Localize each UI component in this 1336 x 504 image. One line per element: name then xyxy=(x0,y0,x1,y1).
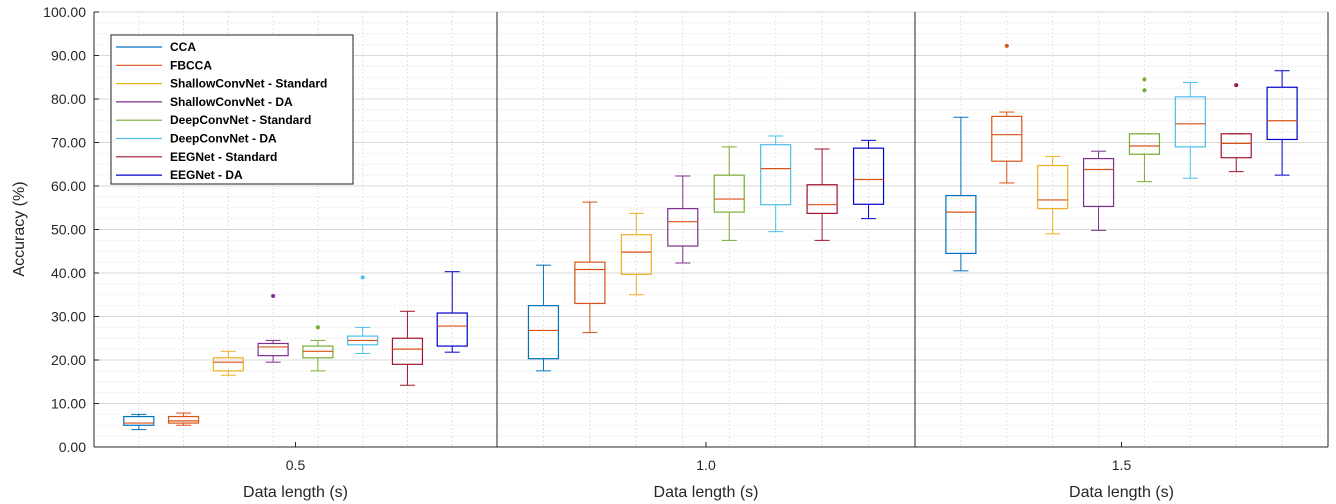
iqr-box xyxy=(991,115,1023,162)
y-tick-label: 80.00 xyxy=(51,91,86,107)
box-3-4 xyxy=(1082,150,1115,231)
label-layer: 0.5 Data length (s) 1.0 Data length (s) 1.5 D… xyxy=(43,4,1174,501)
legend-entry: ShallowConvNet - DA xyxy=(170,95,293,109)
box-2-6 xyxy=(760,135,792,233)
box-2-5 xyxy=(713,146,745,241)
box-3-8 xyxy=(1266,70,1298,176)
outlier-point xyxy=(360,275,365,280)
box-1-2 xyxy=(167,412,200,426)
box-1-1 xyxy=(123,413,155,431)
legend-entry: CCA xyxy=(170,40,196,54)
box-1-7 xyxy=(391,310,424,386)
legend-entry: EEGNet - Standard xyxy=(170,150,277,164)
iqr-box xyxy=(620,234,652,275)
iqr-box xyxy=(1174,96,1206,148)
outlier-point xyxy=(315,325,320,330)
y-tick-label: 40.00 xyxy=(51,265,86,281)
iqr-box xyxy=(713,174,745,213)
legend-entry: EEGNet - DA xyxy=(170,168,243,182)
x-axis-label: Data length (s) xyxy=(1069,484,1174,501)
y-tick-label: 20.00 xyxy=(51,352,86,368)
box-1-8 xyxy=(436,271,468,353)
box-3-6 xyxy=(1174,81,1206,179)
box-3-7 xyxy=(1220,83,1252,173)
iqr-box xyxy=(945,194,977,255)
y-tick-label: 90.00 xyxy=(51,48,86,64)
x-tick-label: 1.0 xyxy=(696,457,716,473)
outlier-point xyxy=(1234,83,1239,88)
box-1-3 xyxy=(212,350,244,376)
box-2-1 xyxy=(527,264,560,372)
y-tick-label: 30.00 xyxy=(51,309,86,325)
legend-entry: DeepConvNet - Standard xyxy=(170,113,311,127)
iqr-box xyxy=(1266,86,1298,141)
outlier-point xyxy=(1142,77,1147,82)
box-1-4 xyxy=(257,294,289,363)
iqr-box xyxy=(167,415,200,424)
y-tick-label: 50.00 xyxy=(51,222,86,238)
box-1-5 xyxy=(302,325,334,372)
outlier-point xyxy=(1142,88,1147,93)
x-tick-label: 1.5 xyxy=(1112,457,1132,473)
y-tick-label: 60.00 xyxy=(51,178,86,194)
iqr-box xyxy=(1128,133,1161,155)
y-tick-label: 70.00 xyxy=(51,135,86,151)
x-axis-label: Data length (s) xyxy=(654,484,759,501)
y-tick-label: 100.00 xyxy=(43,4,86,20)
iqr-box xyxy=(1220,133,1252,159)
iqr-box xyxy=(391,337,424,365)
iqr-box xyxy=(527,305,560,360)
iqr-box xyxy=(852,147,885,205)
box-3-3 xyxy=(1037,155,1069,235)
outlier-point xyxy=(271,294,276,299)
y-tick-label: 10.00 xyxy=(51,396,86,412)
box-2-7 xyxy=(806,148,838,241)
iqr-box xyxy=(257,342,289,357)
y-tick-label: 0.00 xyxy=(59,439,86,455)
x-axis-label: Data length (s) xyxy=(243,484,348,501)
box-2-3 xyxy=(620,212,652,296)
iqr-box xyxy=(436,312,468,347)
box-1-6 xyxy=(347,275,379,354)
box-2-8 xyxy=(852,139,885,220)
y-axis-label: Accuracy (%) xyxy=(11,181,28,276)
outlier-point xyxy=(1004,43,1009,48)
x-tick-label: 0.5 xyxy=(286,457,306,473)
box-3-5 xyxy=(1128,77,1161,183)
grid-layer xyxy=(94,11,1328,448)
legend-entry: DeepConvNet - DA xyxy=(170,132,277,146)
box-3-1 xyxy=(945,116,977,272)
box-2-4 xyxy=(667,175,699,264)
box-3-2 xyxy=(991,43,1023,184)
legend-entry: ShallowConvNet - Standard xyxy=(170,77,327,91)
box-2-2 xyxy=(574,201,606,334)
legend: CCA FBCCA ShallowConvNet - Standard Shallow… xyxy=(110,34,354,185)
legend-entry: FBCCA xyxy=(170,58,212,72)
iqr-box xyxy=(667,208,699,247)
axes-layer xyxy=(93,11,1329,448)
iqr-box xyxy=(806,184,838,215)
iqr-box xyxy=(212,357,244,372)
iqr-box xyxy=(1037,164,1069,210)
box-layer xyxy=(123,43,1298,431)
iqr-box xyxy=(123,415,155,426)
iqr-box xyxy=(1082,157,1115,208)
iqr-box xyxy=(574,261,606,305)
iqr-box xyxy=(302,345,334,359)
iqr-box xyxy=(760,144,792,206)
legend-box xyxy=(110,34,354,185)
